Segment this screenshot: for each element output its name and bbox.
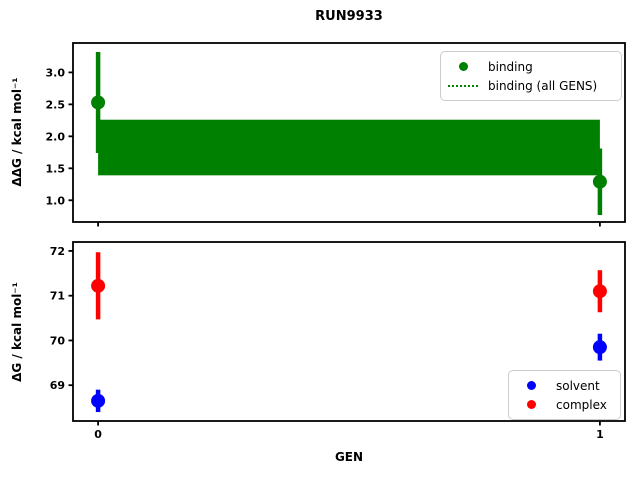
legend-swatch-box xyxy=(446,84,480,87)
axes-frame xyxy=(72,42,626,223)
legend-label: solvent xyxy=(556,378,600,393)
legend-item-solvent: solvent xyxy=(509,376,620,395)
y-tick-label: 1.5 xyxy=(46,162,66,175)
y-tick-label: 71 xyxy=(50,290,65,303)
y-tick-label: 2.5 xyxy=(46,98,66,111)
legend-label: binding xyxy=(488,59,533,74)
y-tick-label: 3.0 xyxy=(46,66,66,79)
legend-item-complex: complex xyxy=(509,395,620,414)
solvent-dot-icon xyxy=(526,381,536,390)
complex-dot-icon xyxy=(526,400,536,409)
y-tick-label: 72 xyxy=(50,245,65,258)
x-axis-label: GEN xyxy=(334,450,364,464)
legend-label: binding (all GENS) xyxy=(488,78,598,93)
legend-label: complex xyxy=(556,397,607,412)
y-tick-label: 1.0 xyxy=(46,194,66,207)
bottom-y-axis-label: ΔG / kcal mol⁻¹ xyxy=(10,282,24,382)
legend-swatch-box xyxy=(514,381,548,390)
x-tick-label: 1 xyxy=(596,428,604,441)
legend-swatch-box xyxy=(514,400,548,409)
x-tick-label: 0 xyxy=(94,428,102,441)
data-point-complex xyxy=(91,278,106,293)
data-point-binding xyxy=(91,95,106,110)
data-point-binding xyxy=(592,174,607,189)
data-point-solvent xyxy=(592,340,607,355)
binding-dot-icon xyxy=(458,62,468,71)
legend-binding: binding binding (all GENS) xyxy=(440,51,622,101)
dotted-line-icon xyxy=(448,84,478,87)
top-y-axis-label: ΔΔG / kcal mol⁻¹ xyxy=(10,77,24,187)
data-point-complex xyxy=(592,284,607,299)
legend-item-binding-all-gens: binding (all GENS) xyxy=(441,76,621,95)
axes-frame xyxy=(72,241,626,422)
confidence-band xyxy=(98,119,600,176)
figure-title: RUN9933 xyxy=(315,9,383,24)
legend-item-binding: binding xyxy=(441,57,621,76)
data-point-solvent xyxy=(91,393,106,408)
legend-solvent-complex: solvent complex xyxy=(508,370,621,420)
legend-swatch-box xyxy=(446,62,480,71)
y-tick-label: 69 xyxy=(50,379,65,392)
y-tick-label: 70 xyxy=(50,334,66,347)
y-tick-label: 2.0 xyxy=(46,130,66,143)
